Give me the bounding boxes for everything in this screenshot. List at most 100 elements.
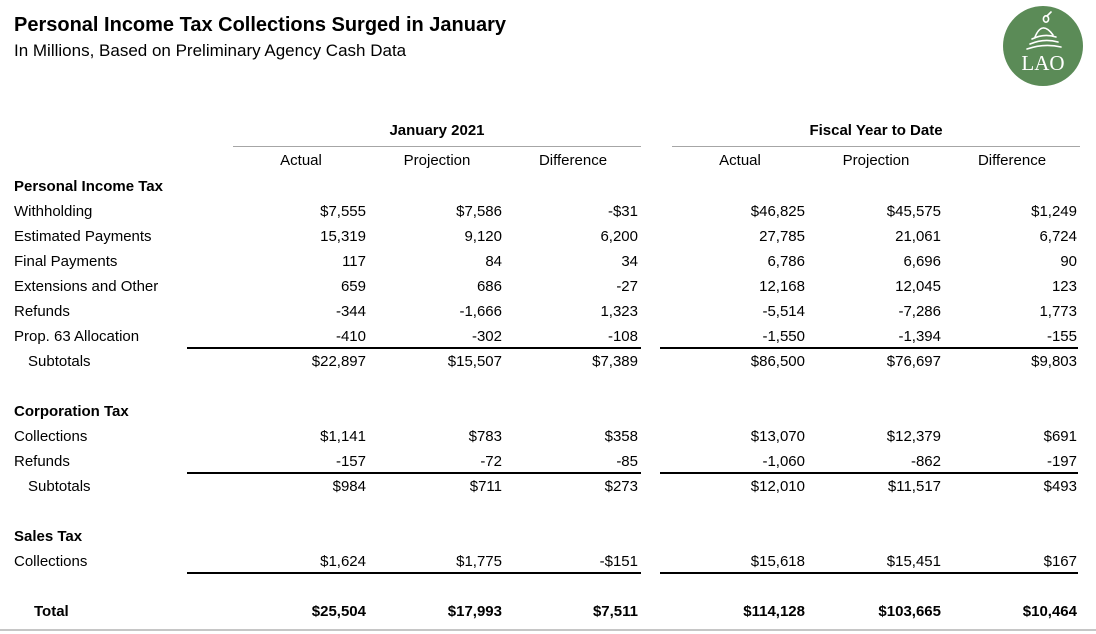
value-cell: $984 [332,478,366,495]
section-title: Personal Income Tax [14,178,163,195]
value-cell: $13,070 [750,428,805,445]
subtotal-rule-january [187,347,641,349]
value-cell: $103,665 [878,603,941,620]
value-cell: $10,464 [1022,603,1077,620]
row-label: Total [34,603,69,620]
value-cell: -108 [607,328,638,345]
table-row-corp-refunds: Refunds -157 -72 -85 -1,060 -862 -197 [14,449,1080,474]
value-cell: 21,061 [895,228,941,245]
table-row-pit-refunds: Refunds -344 -1,666 1,323 -5,514 -7,286 … [14,299,1080,324]
row-label: Prop. 63 Allocation [14,328,140,345]
row-label: Estimated Payments [14,228,152,245]
value-cell: -197 [1046,453,1077,470]
row-label: Subtotals [28,353,91,370]
lao-logo: LAO [1003,6,1083,86]
value-cell: -410 [335,328,366,345]
value-cell: 6,200 [600,228,638,245]
group-header-fiscal-ytd: Fiscal Year to Date [672,118,1080,147]
value-cell: $1,141 [320,428,366,445]
section-spacer [14,574,1080,599]
column-header-row: Actual Projection Difference Actual Proj… [14,148,1080,174]
value-cell: 90 [1060,253,1077,270]
capitol-dome-icon: LAO [1003,6,1083,86]
value-cell: 6,696 [903,253,941,270]
subtotal-rule-january [187,472,641,474]
value-cell: $7,555 [320,203,366,220]
section-title: Corporation Tax [14,403,129,420]
value-cell: 123 [1051,278,1077,295]
value-cell: $86,500 [750,353,805,370]
row-label: Refunds [14,453,70,470]
value-cell: $12,010 [750,478,805,495]
col-jan-actual: Actual [280,152,322,169]
row-label: Collections [14,553,88,570]
value-cell: $45,575 [886,203,941,220]
value-cell: 84 [485,253,502,270]
value-cell: $46,825 [750,203,805,220]
value-cell: $7,511 [592,603,638,620]
table-row-corp-collections: Collections $1,141 $783 $358 $13,070 $12… [14,424,1080,449]
value-cell: $7,586 [456,203,502,220]
value-cell: $783 [468,428,502,445]
value-cell: -$151 [599,553,638,570]
subtotal-rule-fytd [660,472,1078,474]
value-cell: 27,785 [759,228,805,245]
value-cell: $7,389 [592,353,638,370]
value-cell: $691 [1043,428,1077,445]
value-cell: -72 [480,453,502,470]
value-cell: $493 [1043,478,1077,495]
value-cell: 34 [621,253,638,270]
row-label: Subtotals [28,478,91,495]
value-cell: $17,993 [447,603,502,620]
value-cell: -1,550 [762,328,805,345]
value-cell: $76,697 [886,353,941,370]
section-spacer [14,374,1080,399]
value-cell: -302 [471,328,502,345]
table-row-prop-63-allocation: Prop. 63 Allocation -410 -302 -108 -1,55… [14,324,1080,349]
col-jan-projection: Projection [403,152,471,169]
row-label: Collections [14,428,88,445]
value-cell: $9,803 [1031,353,1077,370]
section-header-sales-tax: Sales Tax [14,524,1080,549]
logo-text: LAO [1021,51,1064,75]
col-fytd-actual: Actual [719,152,761,169]
table-row-total: Total $25,504 $17,993 $7,511 $114,128 $1… [14,599,1080,624]
group-header-january: January 2021 [233,118,641,147]
subtotal-rule-fytd [660,347,1078,349]
table-row-extensions-and-other: Extensions and Other 659 686 -27 12,168 … [14,274,1080,299]
value-cell: -1,666 [459,303,502,320]
table-row-pit-subtotals: Subtotals $22,897 $15,507 $7,389 $86,500… [14,349,1080,374]
value-cell: 6,786 [767,253,805,270]
row-label: Withholding [14,203,93,220]
value-cell: $11,517 [887,478,941,495]
total-rule-fytd [660,572,1078,574]
value-cell: 1,773 [1039,303,1077,320]
table-row-sales-collections: Collections $1,624 $1,775 -$151 $15,618 … [14,549,1080,574]
value-cell: 9,120 [464,228,502,245]
value-cell: $114,128 [743,603,805,620]
value-cell: 1,323 [600,303,638,320]
section-title: Sales Tax [14,528,83,545]
value-cell: -157 [335,453,366,470]
value-cell: $1,624 [320,553,366,570]
value-cell: $15,451 [886,553,941,570]
table-row-final-payments: Final Payments 117 84 34 6,786 6,696 90 [14,249,1080,274]
table-row-estimated-payments: Estimated Payments 15,319 9,120 6,200 27… [14,224,1080,249]
value-cell: -344 [335,303,366,320]
row-label: Final Payments [14,253,118,270]
value-cell: $15,507 [447,353,502,370]
value-cell: 6,724 [1039,228,1077,245]
value-cell: $711 [469,478,502,495]
value-cell: $358 [604,428,638,445]
col-jan-difference: Difference [538,152,608,169]
value-cell: -7,286 [898,303,941,320]
value-cell: 12,045 [895,278,941,295]
value-cell: -27 [616,278,638,295]
value-cell: 15,319 [320,228,366,245]
value-cell: 117 [342,253,366,270]
table-row-corp-subtotals: Subtotals $984 $711 $273 $12,010 $11,517… [14,474,1080,499]
value-cell: $12,379 [886,428,941,445]
section-spacer [14,499,1080,524]
section-header-corporation-tax: Corporation Tax [14,399,1080,424]
row-label: Extensions and Other [14,278,159,295]
